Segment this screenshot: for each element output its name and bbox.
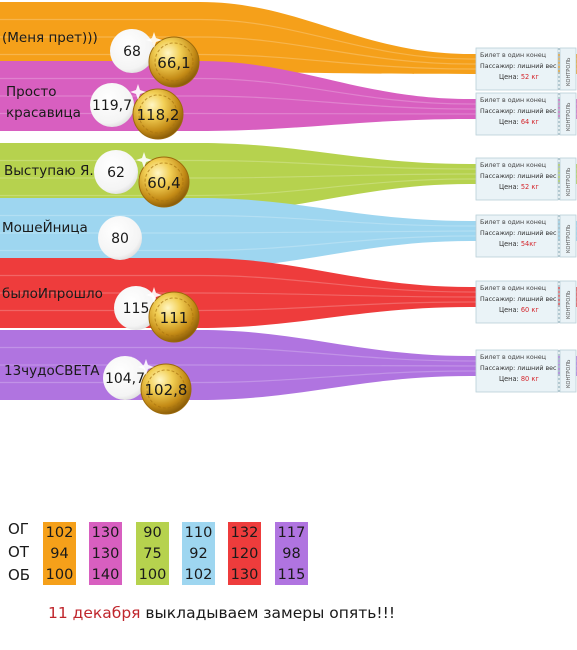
start-weight-badge: 80	[98, 216, 142, 260]
footer-text: выкладываем замеры опять!!!	[140, 604, 396, 622]
ticket-line2: Пассажир: лишний вес	[480, 229, 557, 237]
ticket-line2: Пассажир: лишний вес	[480, 107, 557, 115]
ticket-card: Билет в один конец Пассажир: лишний вес Це…	[475, 47, 577, 91]
ticket-stub-label: КОНТРОЛЬ	[566, 57, 572, 86]
ticket-stub	[559, 157, 577, 201]
ticket-price: Цена: 52 кг	[499, 73, 539, 81]
ticket-line1: Билет в один конец	[480, 354, 546, 361]
participant-name: Просто	[6, 84, 57, 100]
measure-cell: 115	[277, 566, 306, 583]
measure-cell: 90	[143, 524, 162, 541]
ticket-card: Билет в один конец Пассажир: лишний вес Це…	[475, 92, 577, 136]
ribbon-skyblue	[0, 198, 577, 268]
start-weight-value: 68	[123, 44, 141, 60]
start-weight-value: 80	[111, 231, 129, 247]
ticket-stub-label: КОНТРОЛЬ	[566, 102, 572, 131]
measure-cell: 100	[138, 566, 167, 583]
current-weight-value: 102,8	[145, 381, 188, 399]
ticket-line2: Пассажир: лишний вес	[480, 62, 557, 70]
current-weight-value: 118,2	[137, 106, 180, 124]
measure-cell: 75	[143, 545, 162, 562]
start-weight-value: 119,7	[92, 98, 132, 114]
ticket-price: Цена: 64 кг	[499, 118, 539, 126]
participant-name: Выступаю Я.	[4, 163, 94, 179]
ribbon-infographic: Билет в один конец Пассажир: лишний вес Це…	[0, 2, 577, 415]
current-weight-value: 60,4	[147, 174, 180, 192]
measure-cell: 100	[45, 566, 74, 583]
measure-column-orange: 102 94 100	[43, 522, 76, 585]
measure-cell: 117	[277, 524, 306, 541]
ticket-card: Билет в один конец Пассажир: лишний вес Це…	[475, 157, 577, 201]
participant-name: 13чудоСВЕТА	[4, 363, 100, 379]
start-weight-badge: 119,7	[90, 83, 134, 127]
start-weight-value: 115	[123, 301, 150, 317]
ticket-card: Билет в один конец Пассажир: лишний вес Це…	[475, 349, 577, 393]
participant-name: былоИпрошло	[2, 286, 103, 302]
ticket-line1: Билет в один конец	[480, 285, 546, 292]
footer-announcement: 11 декабря выкладываем замеры опять!!!	[48, 604, 395, 622]
ticket-stub	[559, 47, 577, 91]
measure-cell: 98	[282, 545, 301, 562]
ticket-line2: Пассажир: лишний вес	[480, 295, 557, 303]
start-weight-value: 104,7	[105, 371, 145, 387]
measure-cell: 140	[91, 566, 120, 583]
ticket-card: Билет в один конец Пассажир: лишний вес Це…	[475, 214, 577, 258]
measure-cell: 102	[45, 524, 74, 541]
ticket-price: Цена: 54кг	[499, 240, 537, 248]
start-weight-badge: 104,7	[103, 356, 147, 400]
ticket-line2: Пассажир: лишний вес	[480, 172, 557, 180]
ticket-price: Цена: 80 кг	[499, 375, 539, 383]
ticket-line1: Билет в один конец	[480, 162, 546, 169]
measure-cell: 110	[184, 524, 213, 541]
ticket-line2: Пассажир: лишний вес	[480, 364, 557, 372]
measure-cell: 120	[230, 545, 259, 562]
ticket-stub-label: КОНТРОЛЬ	[566, 359, 572, 388]
measure-column-skyblue: 110 92 102	[182, 522, 215, 585]
start-weight-badge: 62	[94, 150, 138, 194]
measure-cell: 130	[91, 524, 120, 541]
ticket-price: Цена: 52 кг	[499, 183, 539, 191]
measure-cell: 94	[50, 545, 69, 562]
ticket-stub-label: КОНТРОЛЬ	[566, 290, 572, 319]
measure-cell: 130	[230, 566, 259, 583]
ticket-stub	[559, 214, 577, 258]
participant-name: МошеЙница	[2, 218, 88, 236]
current-weight-value: 66,1	[157, 54, 190, 72]
ticket-stub-label: КОНТРОЛЬ	[566, 224, 572, 253]
medal-icon: 111	[146, 287, 200, 343]
current-weight-value: 111	[160, 309, 189, 327]
row-label-ot: ОТ	[8, 543, 29, 561]
start-weight-badge: 115	[114, 286, 158, 330]
medal-icon: 102,8	[138, 359, 192, 415]
participant-name: (Меня прет)))	[2, 30, 98, 46]
measure-column-magenta: 130 130 140	[89, 522, 122, 585]
ticket-stub	[559, 280, 577, 324]
measure-cell: 92	[189, 545, 208, 562]
measurements-table: ОГ ОТ ОБ 102 94 100 130 130 140 90 75 10…	[0, 518, 577, 598]
ticket-stub	[559, 92, 577, 136]
measure-cell: 102	[184, 566, 213, 583]
ticket-stub-label: КОНТРОЛЬ	[566, 167, 572, 196]
measure-column-red: 132 120 130	[228, 522, 261, 585]
start-weight-value: 62	[107, 165, 125, 181]
medal-icon: 60,4	[136, 152, 190, 208]
medal-icon: 118,2	[130, 84, 184, 140]
measure-column-violet: 117 98 115	[275, 522, 308, 585]
row-label-og: ОГ	[8, 520, 29, 538]
measure-column-lime: 90 75 100	[136, 522, 169, 585]
ticket-line1: Билет в один конец	[480, 52, 546, 59]
measure-cell: 132	[230, 524, 259, 541]
ticket-card: Билет в один конец Пассажир: лишний вес Це…	[475, 280, 577, 324]
medal-icon: 66,1	[146, 32, 200, 88]
ticket-stub	[559, 349, 577, 393]
footer-date: 11 декабря	[48, 604, 141, 622]
participant-name: красавица	[6, 105, 81, 121]
start-weight-badge: 68	[110, 29, 154, 73]
ticket-price: Цена: 60 кг	[499, 306, 539, 314]
ticket-line1: Билет в один конец	[480, 97, 546, 104]
row-label-ob: ОБ	[8, 566, 31, 584]
ticket-line1: Билет в один конец	[480, 219, 546, 226]
measure-cell: 130	[91, 545, 120, 562]
